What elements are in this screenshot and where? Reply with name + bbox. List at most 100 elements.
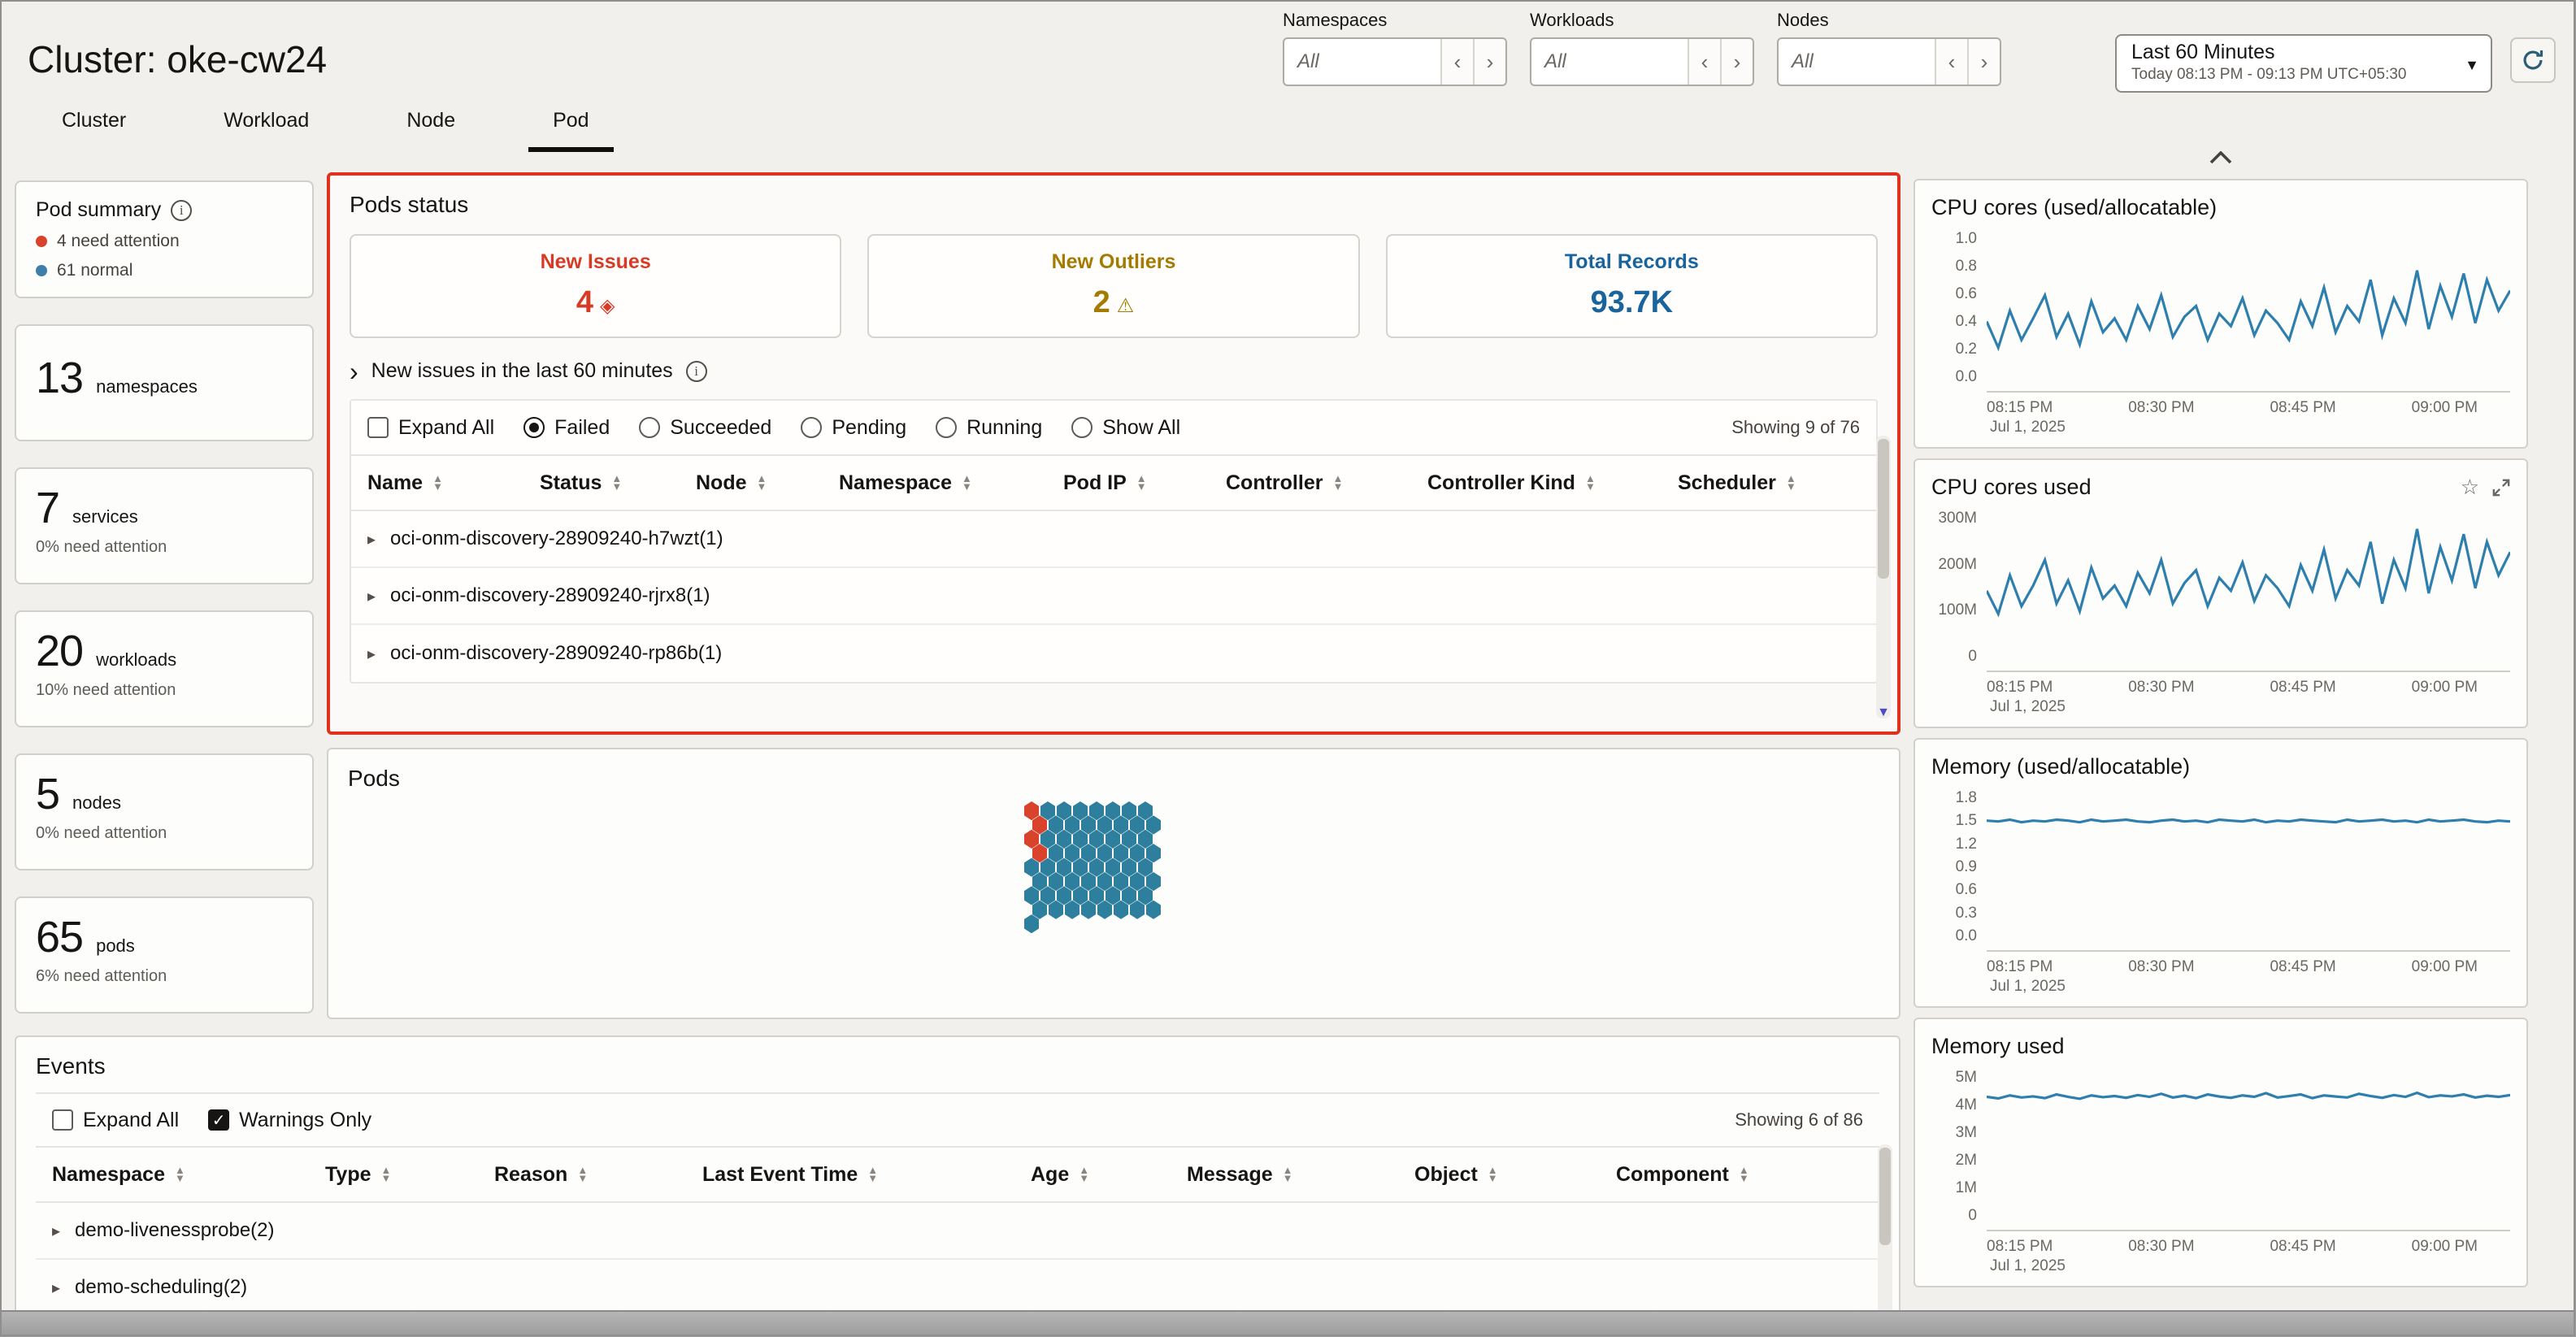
sort-icon[interactable]: ▲ ▼	[1487, 1164, 1498, 1184]
pods-table-scrollbar[interactable]: ▼	[1876, 436, 1891, 719]
radio-pending[interactable]: Pending	[801, 416, 906, 440]
pod-hex-normal[interactable]	[1114, 844, 1128, 863]
pod-hex-normal[interactable]	[1114, 871, 1128, 892]
expand-row-icon[interactable]: ▸	[52, 1278, 61, 1297]
table-row[interactable]: ▸ oci-onm-discovery-28909240-rjrx8(1)	[351, 568, 1876, 625]
pod-hex-normal[interactable]	[1097, 815, 1112, 835]
refresh-button[interactable]	[2510, 37, 2556, 83]
pod-hex-attention[interactable]	[1032, 815, 1047, 835]
total-records-card[interactable]: Total Records 93.7K	[1385, 234, 1878, 338]
pod-hex-normal[interactable]	[1122, 829, 1136, 849]
pod-hex-normal[interactable]	[1081, 815, 1096, 835]
radio-show-all[interactable]: Show All	[1071, 416, 1180, 440]
pod-hex-normal[interactable]	[1106, 886, 1120, 905]
sort-icon[interactable]: ▲ ▼	[756, 472, 767, 493]
new-outliers-card[interactable]: New Outliers 2 ⚠	[867, 234, 1360, 338]
events-scrollbar[interactable]: ▼	[1878, 1144, 1892, 1334]
pod-hex-normal[interactable]	[1049, 871, 1063, 892]
info-icon[interactable]: i	[685, 360, 707, 382]
pod-hex-normal[interactable]	[1040, 886, 1055, 905]
pod-hex-normal[interactable]	[1130, 900, 1145, 919]
table-row[interactable]: ▸ oci-onm-discovery-28909240-h7wzt(1)	[351, 511, 1876, 568]
pod-hex-normal[interactable]	[1040, 857, 1055, 877]
prev-arrow-button[interactable]: ‹	[1440, 39, 1473, 85]
nodes-card[interactable]: 5 nodes 0% need attention	[15, 753, 314, 870]
new-issues-expander[interactable]: › New issues in the last 60 minutes i	[350, 358, 1878, 384]
pod-hex-normal[interactable]	[1138, 857, 1153, 877]
warnings-only-checkbox[interactable]: ✓ Warnings Only	[208, 1109, 371, 1132]
combobox-value[interactable]: All	[1544, 50, 1566, 72]
sort-icon[interactable]: ▲ ▼	[867, 1164, 879, 1184]
pod-hex-normal[interactable]	[1146, 871, 1161, 892]
sort-icon[interactable]: ▲ ▼	[1079, 1164, 1090, 1184]
pod-hex-normal[interactable]	[1089, 857, 1104, 877]
tab-workload[interactable]: Workload	[224, 109, 310, 132]
pod-hex-normal[interactable]	[1065, 815, 1079, 835]
services-card[interactable]: 7 services 0% need attention	[15, 467, 314, 584]
pod-hex-normal[interactable]	[1024, 857, 1039, 877]
pod-hex-normal[interactable]	[1024, 914, 1039, 934]
sort-icon[interactable]: ▲ ▼	[1282, 1164, 1293, 1184]
pod-hex-normal[interactable]	[1089, 801, 1104, 821]
pod-hex-normal[interactable]	[1081, 900, 1096, 919]
pod-hex-normal[interactable]	[1073, 801, 1088, 821]
pod-hex-normal[interactable]	[1138, 801, 1153, 821]
pod-hex-normal[interactable]	[1146, 844, 1161, 863]
pod-hex-normal[interactable]	[1081, 871, 1096, 892]
prev-arrow-button[interactable]: ‹	[1688, 39, 1720, 85]
pod-hex-normal[interactable]	[1097, 844, 1112, 863]
pod-hex-normal[interactable]	[1040, 829, 1055, 849]
pod-hex-normal[interactable]	[1065, 844, 1079, 863]
radio-succeeded[interactable]: Succeeded	[639, 416, 771, 440]
collapse-panel-button[interactable]	[1914, 145, 2528, 171]
combobox-value[interactable]: All	[1297, 50, 1319, 72]
expand-row-icon[interactable]: ▸	[367, 587, 376, 606]
pod-hex-normal[interactable]	[1073, 829, 1088, 849]
pod-hex-normal[interactable]	[1106, 801, 1120, 821]
pod-hex-normal[interactable]	[1057, 857, 1071, 877]
table-row[interactable]: ▸ demo-livenessprobe(2)	[36, 1203, 1879, 1260]
sort-icon[interactable]: ▲ ▼	[432, 472, 443, 493]
tab-cluster[interactable]: Cluster	[62, 109, 127, 132]
pod-hex-normal[interactable]	[1146, 900, 1161, 919]
pod-hex-normal[interactable]	[1065, 871, 1079, 892]
next-arrow-button[interactable]: ›	[1720, 39, 1753, 85]
pod-hex-normal[interactable]	[1138, 829, 1153, 849]
sort-icon[interactable]: ▲ ▼	[961, 472, 972, 493]
pod-hex-normal[interactable]	[1032, 900, 1047, 919]
star-icon[interactable]: ☆	[2460, 475, 2479, 499]
table-row[interactable]: ▸ oci-onm-discovery-28909240-rp86b(1)	[351, 625, 1876, 682]
sort-icon[interactable]: ▲ ▼	[577, 1164, 589, 1184]
prev-arrow-button[interactable]: ‹	[1935, 39, 1967, 85]
pod-hex-normal[interactable]	[1130, 871, 1145, 892]
pod-hex-normal[interactable]	[1089, 886, 1104, 905]
pod-hex-normal[interactable]	[1040, 801, 1055, 821]
scrollbar-thumb[interactable]	[1878, 439, 1889, 579]
radio-running[interactable]: Running	[936, 416, 1042, 440]
pods-card[interactable]: 65 pods 6% need attention	[15, 896, 314, 1014]
pod-hex-normal[interactable]	[1097, 900, 1112, 919]
pod-hex-normal[interactable]	[1130, 844, 1145, 863]
workloads-card[interactable]: 20 workloads 10% need attention	[15, 610, 314, 727]
expand-row-icon[interactable]: ▸	[367, 530, 376, 549]
tab-pod[interactable]: Pod	[528, 106, 614, 152]
table-row[interactable]: ▸ demo-scheduling(2)	[36, 1260, 1879, 1317]
sort-icon[interactable]: ▲ ▼	[1584, 472, 1596, 493]
pod-hex-normal[interactable]	[1049, 815, 1063, 835]
sort-icon[interactable]: ▲ ▼	[1738, 1164, 1749, 1184]
pod-hex-normal[interactable]	[1057, 801, 1071, 821]
pod-hex-normal[interactable]	[1130, 815, 1145, 835]
pod-hex-normal[interactable]	[1089, 829, 1104, 849]
sort-icon[interactable]: ▲ ▼	[380, 1164, 392, 1184]
tab-node[interactable]: Node	[406, 109, 456, 132]
pod-hex-normal[interactable]	[1114, 815, 1128, 835]
pod-hex-normal[interactable]	[1065, 900, 1079, 919]
namespaces-card[interactable]: 13 namespaces	[15, 324, 314, 441]
pod-hex-normal[interactable]	[1097, 871, 1112, 892]
pod-hex-normal[interactable]	[1122, 857, 1136, 877]
pod-hex-normal[interactable]	[1106, 857, 1120, 877]
sort-icon[interactable]: ▲ ▼	[1136, 472, 1147, 493]
nodes-combobox[interactable]: All ‹ ›	[1777, 37, 2001, 86]
scrollbar-thumb[interactable]	[1879, 1148, 1891, 1245]
new-issues-card[interactable]: New Issues 4 ◈	[350, 234, 842, 338]
